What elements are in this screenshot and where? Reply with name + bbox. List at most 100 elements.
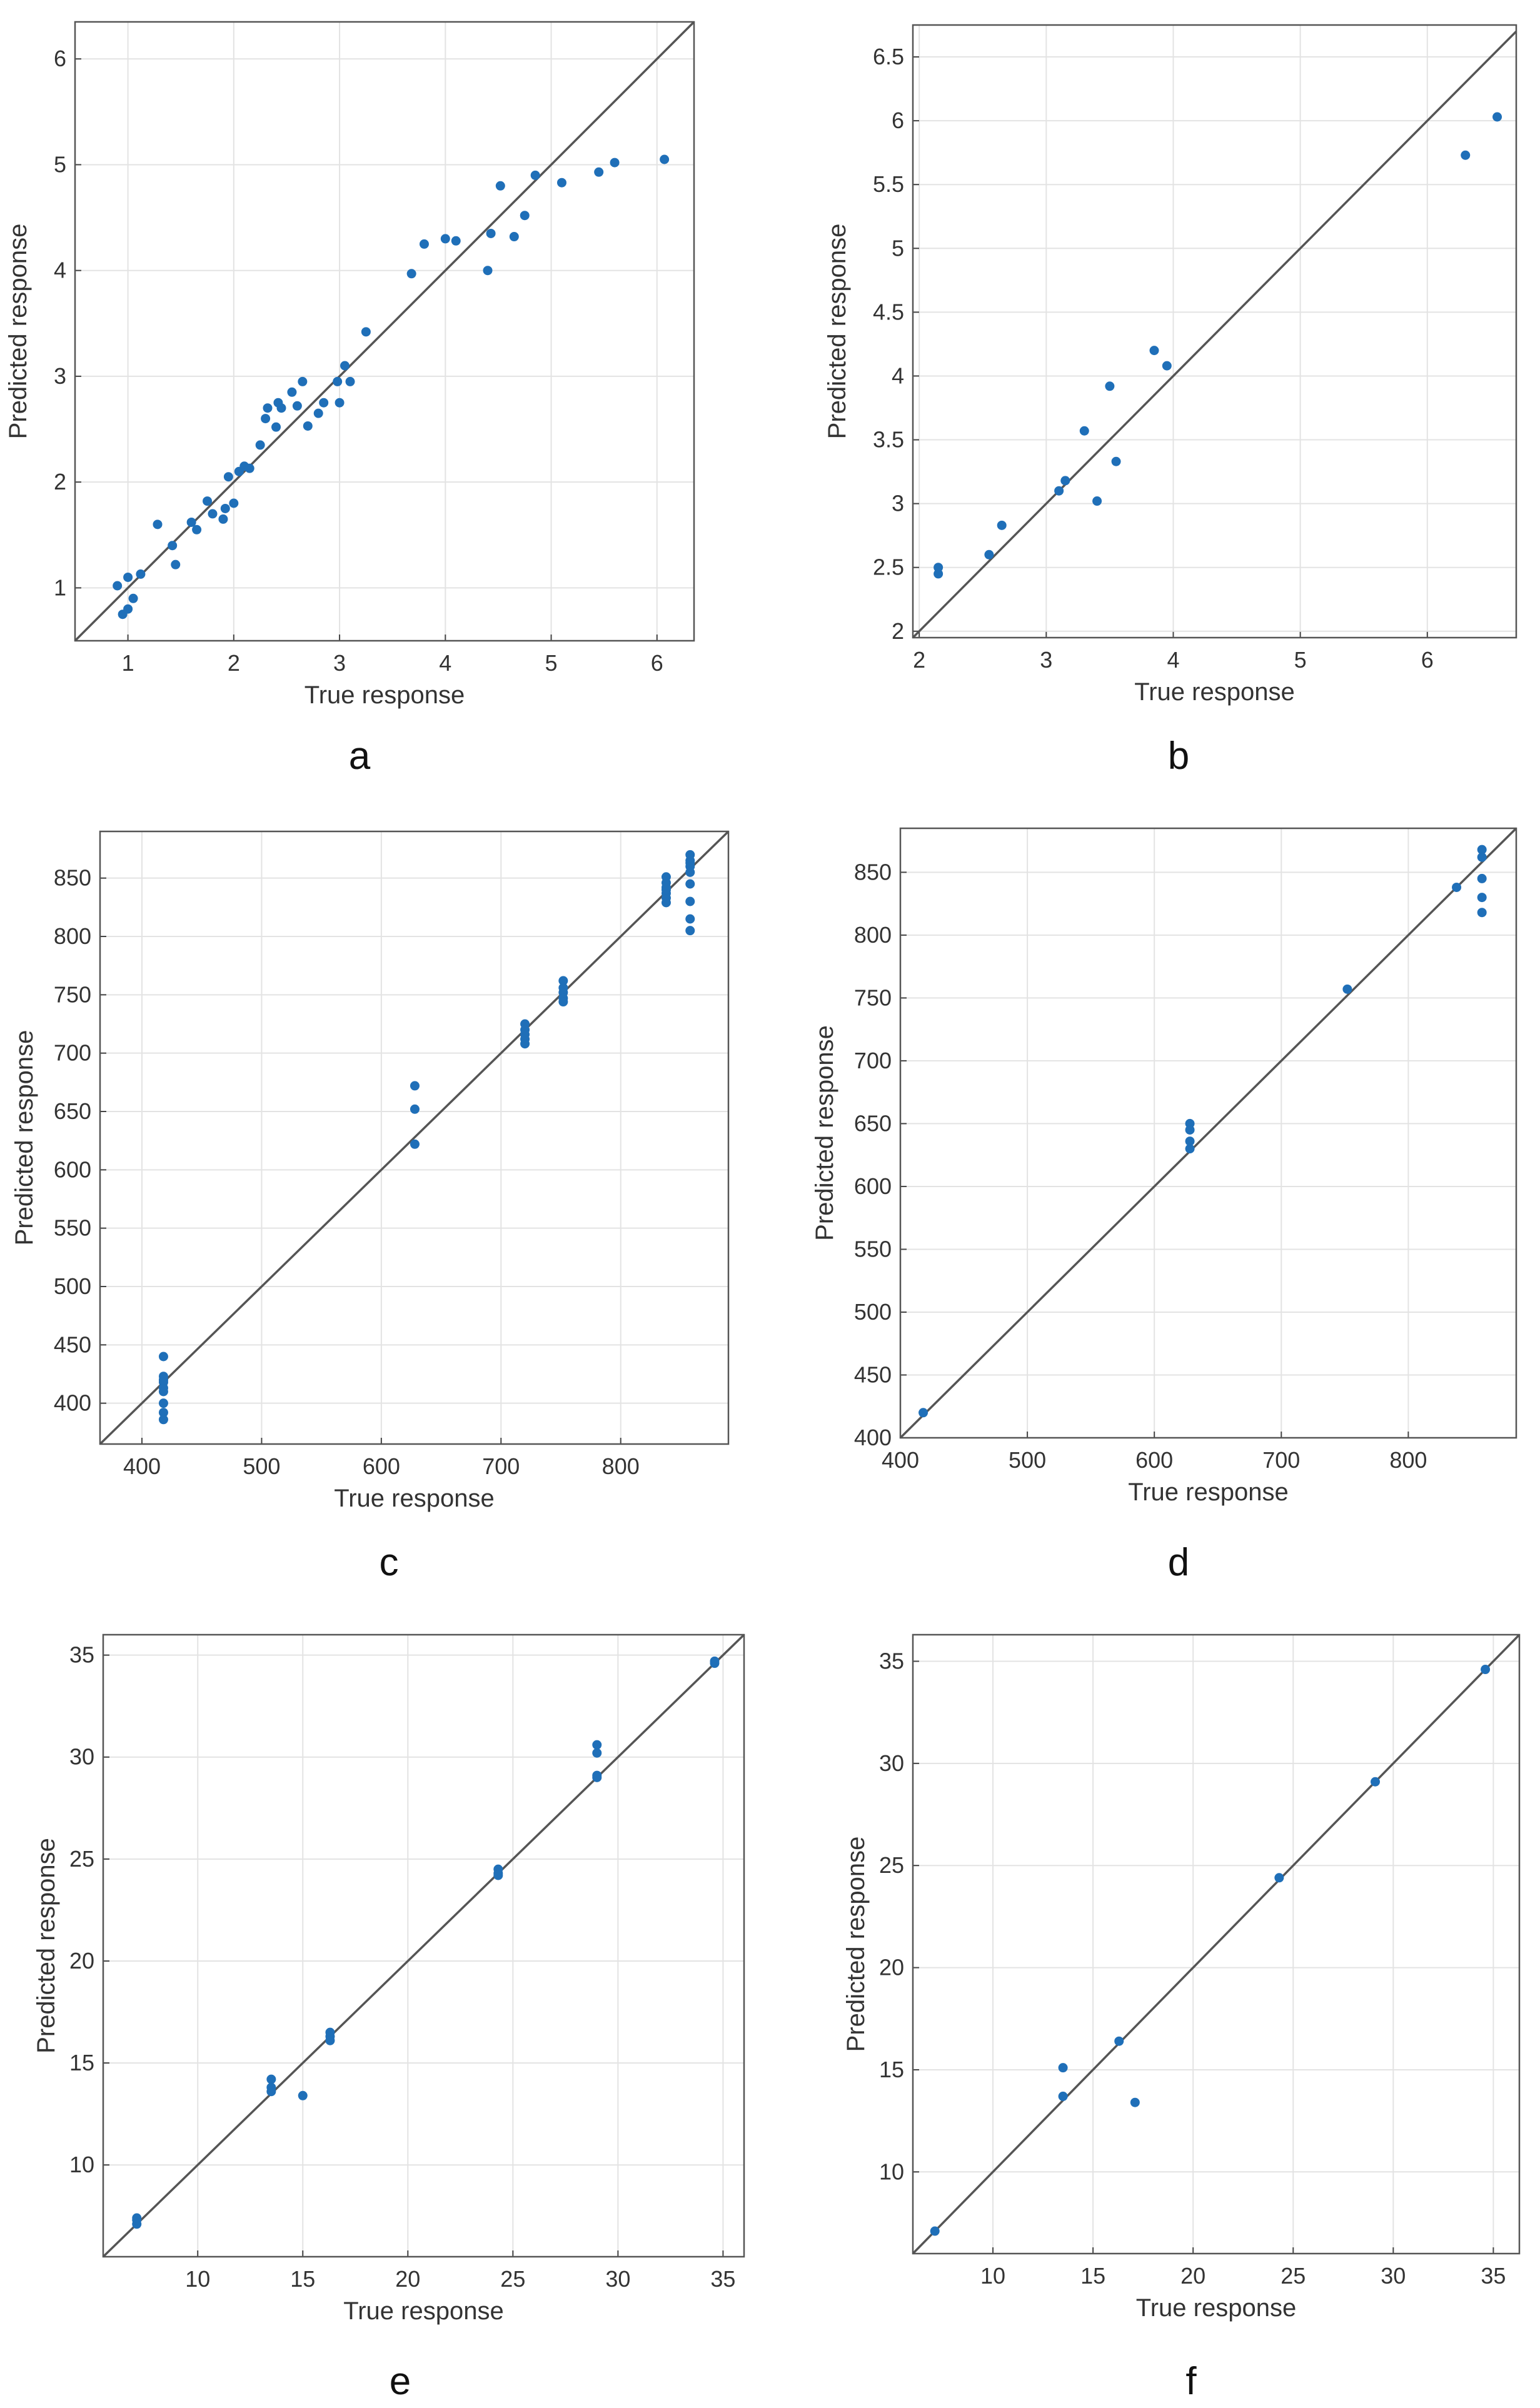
data-point: [255, 440, 265, 450]
y-tick-label: 30: [879, 1750, 904, 1776]
y-tick-label: 2: [54, 469, 66, 494]
x-tick-label: 20: [1180, 2263, 1205, 2289]
data-point: [710, 1656, 720, 1666]
data-point: [509, 232, 519, 242]
y-axis-label: Predicted response: [842, 1837, 870, 2052]
y-tick-label: 1: [54, 574, 66, 600]
y-tick-label: 15: [879, 2057, 904, 2082]
data-point: [276, 403, 286, 413]
y-tick-label: 6: [892, 108, 904, 133]
data-point: [263, 403, 273, 413]
data-point: [419, 239, 429, 249]
x-axis-label: True response: [334, 1485, 494, 1512]
x-tick-label: 5: [1294, 647, 1307, 673]
data-point: [685, 879, 695, 889]
data-point: [1058, 2063, 1068, 2073]
x-tick-label: 500: [1009, 1447, 1046, 1473]
data-point: [1054, 486, 1064, 496]
data-point: [594, 167, 604, 177]
y-axis-label: Predicted response: [33, 1838, 60, 2054]
y-tick-label: 15: [69, 2050, 94, 2075]
axes-frame: [912, 1633, 1521, 2255]
identity-line: [102, 1633, 745, 2258]
data-point: [229, 498, 239, 508]
data-point: [1058, 2091, 1068, 2101]
data-point: [486, 228, 496, 238]
y-tick-label: 4: [892, 363, 904, 388]
y-tick-label: 400: [854, 1425, 892, 1450]
data-point: [298, 2090, 308, 2100]
data-point: [203, 496, 213, 506]
panel-label: a: [349, 735, 371, 778]
x-axis-label: True response: [343, 2297, 503, 2325]
data-point: [158, 1375, 168, 1385]
y-tick-label: 10: [879, 2159, 904, 2184]
panel-label: b: [1168, 735, 1189, 778]
data-point: [319, 398, 329, 408]
data-point: [1371, 1777, 1381, 1787]
y-tick-label: 550: [54, 1215, 91, 1241]
data-point: [410, 1104, 420, 1114]
data-point: [136, 569, 146, 579]
y-tick-label: 35: [879, 1648, 904, 1673]
y-tick-label: 400: [54, 1390, 91, 1416]
data-point: [930, 2226, 940, 2236]
x-tick-label: 400: [123, 1453, 161, 1479]
data-point: [132, 2213, 142, 2223]
data-point: [223, 472, 233, 482]
data-point: [1079, 426, 1089, 436]
y-tick-label: 850: [854, 859, 892, 885]
y-tick-label: 650: [854, 1110, 892, 1136]
data-point: [1162, 361, 1172, 371]
y-tick-label: 750: [854, 985, 892, 1010]
identity-line: [899, 827, 1517, 1439]
data-point: [997, 520, 1007, 530]
x-tick-label: 600: [363, 1453, 400, 1479]
y-tick-label: 20: [879, 1955, 904, 1980]
data-point: [153, 519, 163, 529]
y-tick-label: 5.5: [873, 171, 904, 197]
data-point: [685, 896, 695, 906]
data-point: [685, 914, 695, 924]
data-point: [685, 858, 695, 868]
x-tick-label: 35: [710, 2266, 735, 2292]
y-tick-label: 6: [54, 46, 66, 71]
y-tick-label: 500: [54, 1273, 91, 1299]
data-point: [520, 211, 530, 221]
data-point: [1342, 984, 1352, 994]
y-axis-label: Predicted response: [823, 224, 851, 439]
data-point: [345, 376, 355, 386]
y-tick-label: 35: [69, 1642, 94, 1668]
data-point: [410, 1139, 420, 1149]
data-point: [1274, 1873, 1284, 1883]
data-point: [1185, 1144, 1195, 1154]
data-point: [1452, 882, 1462, 892]
data-point: [1114, 2036, 1124, 2046]
data-point: [220, 503, 230, 513]
data-point: [1060, 476, 1070, 486]
identity-line: [912, 1633, 1521, 2255]
data-point: [113, 581, 123, 591]
data-point: [661, 898, 671, 908]
data-point: [1481, 1665, 1491, 1675]
data-point: [158, 1387, 168, 1397]
y-tick-label: 850: [54, 865, 91, 891]
data-point: [158, 1352, 168, 1362]
axes-frame: [99, 830, 730, 1445]
data-point: [1492, 112, 1502, 122]
x-tick-label: 35: [1481, 2263, 1506, 2289]
x-tick-label: 4: [1167, 647, 1179, 673]
data-point: [340, 361, 350, 371]
y-tick-label: 5: [54, 151, 66, 177]
axes-frame: [899, 827, 1517, 1439]
data-point: [313, 408, 323, 418]
x-tick-label: 6: [1421, 647, 1434, 673]
data-point: [158, 1398, 168, 1408]
y-tick-label: 10: [69, 2152, 94, 2177]
data-point: [1477, 908, 1487, 918]
chart-panel-a: 1 2 3 4 5 6 1 2 3 4 5 6 True response Predicted respo…: [4, 21, 695, 778]
y-axis-label: Predicted response: [4, 224, 32, 439]
y-tick-label: 4.5: [873, 299, 904, 324]
data-point: [271, 422, 281, 432]
y-tick-label: 450: [54, 1332, 91, 1357]
